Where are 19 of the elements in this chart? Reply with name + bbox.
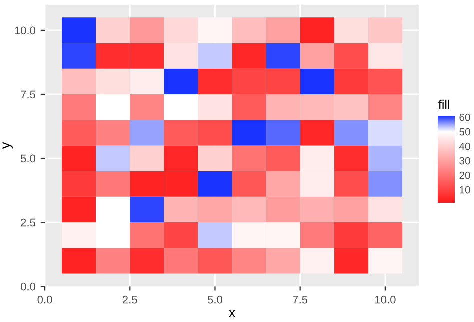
color-bar-label: 60 [460, 114, 470, 122]
x-axis-title: x [228, 310, 236, 318]
x-tick-label: 5.0 [208, 296, 223, 304]
color-bar-label: 10 [460, 186, 470, 194]
y-tick-label: 10.0 [15, 26, 36, 35]
x-tick-label: 7.5 [293, 296, 308, 304]
y-axis-title: y [2, 142, 13, 150]
color-bar-label: 30 [460, 157, 470, 165]
x-tick-label: 10.0 [375, 296, 396, 304]
y-tick-label: 2.5 [21, 218, 36, 227]
y-tick-label: 0.0 [20, 282, 36, 291]
y-tick-label: 7.5 [21, 90, 36, 99]
x-tick-label: 2.5 [122, 296, 138, 304]
y-tick-label: 5.0 [21, 154, 36, 163]
x-tick-label: 0.0 [38, 296, 52, 304]
color-bar-label: 20 [460, 172, 470, 180]
color-bar-label: 40 [459, 142, 470, 150]
color-bar-label: 50 [460, 128, 470, 136]
color-bar-title: fill [438, 100, 450, 109]
